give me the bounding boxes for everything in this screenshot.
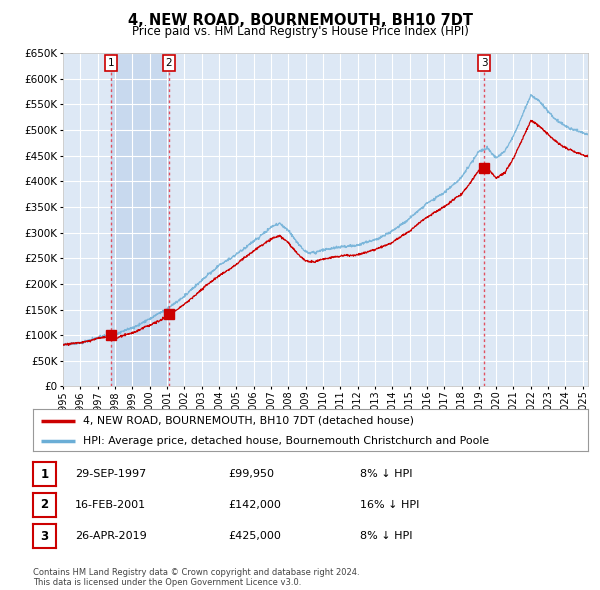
Text: Contains HM Land Registry data © Crown copyright and database right 2024.
This d: Contains HM Land Registry data © Crown c… [33, 568, 359, 587]
Text: 4, NEW ROAD, BOURNEMOUTH, BH10 7DT: 4, NEW ROAD, BOURNEMOUTH, BH10 7DT [128, 13, 473, 28]
Text: 1: 1 [40, 467, 49, 480]
Text: 2: 2 [40, 499, 49, 512]
Text: 3: 3 [40, 529, 49, 542]
Text: £425,000: £425,000 [228, 531, 281, 541]
Text: HPI: Average price, detached house, Bournemouth Christchurch and Poole: HPI: Average price, detached house, Bour… [83, 436, 489, 445]
Text: 16% ↓ HPI: 16% ↓ HPI [360, 500, 419, 510]
Text: 1: 1 [107, 58, 114, 68]
Text: 29-SEP-1997: 29-SEP-1997 [75, 469, 146, 479]
Text: 8% ↓ HPI: 8% ↓ HPI [360, 469, 413, 479]
Text: 26-APR-2019: 26-APR-2019 [75, 531, 147, 541]
Text: 3: 3 [481, 58, 488, 68]
Text: £99,950: £99,950 [228, 469, 274, 479]
Text: 2: 2 [166, 58, 172, 68]
Bar [110, 53, 169, 386]
Text: 8% ↓ HPI: 8% ↓ HPI [360, 531, 413, 541]
Text: 4, NEW ROAD, BOURNEMOUTH, BH10 7DT (detached house): 4, NEW ROAD, BOURNEMOUTH, BH10 7DT (deta… [83, 416, 414, 426]
Text: 16-FEB-2001: 16-FEB-2001 [75, 500, 146, 510]
Text: £142,000: £142,000 [228, 500, 281, 510]
Text: Price paid vs. HM Land Registry's House Price Index (HPI): Price paid vs. HM Land Registry's House … [131, 25, 469, 38]
